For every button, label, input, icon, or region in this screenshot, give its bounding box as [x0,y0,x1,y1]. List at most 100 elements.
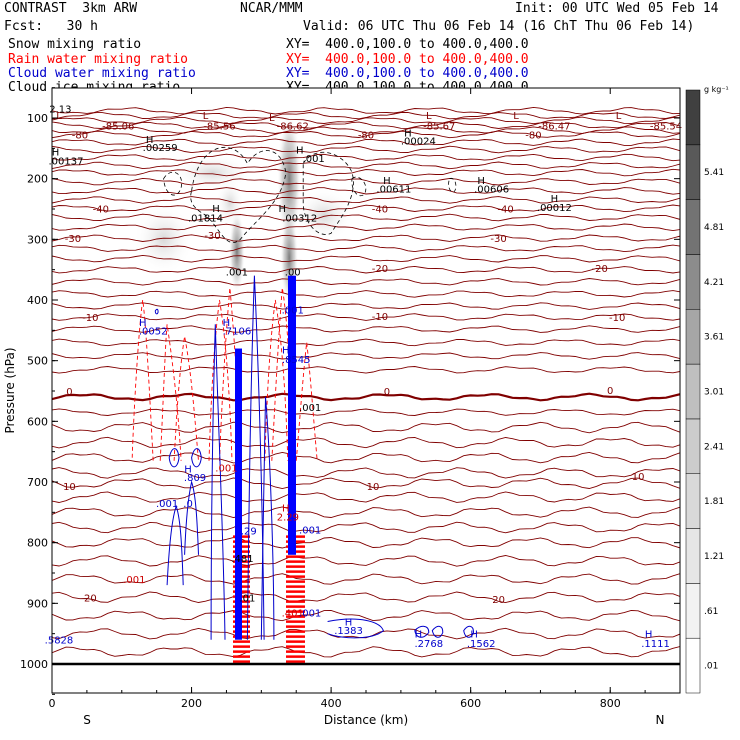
snow-shade-6 [172,154,253,191]
contour-value-label: -85.67 [423,121,455,132]
colorbar-segment [685,363,701,420]
x-axis-label: Distance (km) [324,713,408,727]
cloud-water-contour [246,275,265,640]
isotherm-line [52,290,680,298]
isotherm-label: 0 [607,386,613,397]
cloud-water-contour [260,397,275,640]
isotherm-line [52,145,680,154]
forecast-hour: Fcst: 30 h [4,19,98,34]
cloud-ice-contour [163,171,183,196]
high-marker: H [415,630,423,641]
isotherm-label: 20 [492,595,505,606]
legend-rain-label: Rain water mixing ratio [8,52,189,67]
contour-value-label: .00012 [537,203,572,214]
isotherm-line [52,153,680,162]
init-time: Init: 00 UTC Wed 05 Feb 14 [515,1,719,16]
colorbar-label: 1.81 [704,497,724,507]
isotherm-line [52,491,680,503]
isotherm-line [52,555,680,567]
contour-value-label: .001 [299,608,321,619]
temperature-contours [52,106,680,658]
isotherm-label: -30 [204,231,220,242]
contour-value-label: .00312 [282,213,317,224]
cloud-ice-contour [448,177,457,193]
model-title: CONTRAST 3km ARW [4,1,138,16]
isotherm-line [52,244,680,253]
cloud-water-core-1 [235,348,242,640]
colorbar-label: 3.01 [704,388,724,398]
isotherm-0 [52,392,680,402]
cloud-ice-contour [351,176,367,197]
cloud-water-core-2 [288,275,296,555]
isotherm-label: -40 [497,204,513,215]
isotherm-line [52,106,680,115]
contour-value-label: .001 [156,499,178,510]
isotherm-label: -80 [358,130,374,141]
low-marker: L [513,111,519,122]
contour-value-label: .8545 [282,355,311,366]
rain-contour [131,299,154,461]
high-marker: H [279,204,287,215]
isotherm-line [52,161,680,170]
isotherm-line [52,302,680,310]
contour-value-label: -86.62 [277,121,309,132]
colorbar-segment [685,418,701,474]
contour-value-label: .1562 [467,639,496,650]
contour-value-label: .7106 [223,326,252,337]
isotherm-line [52,116,680,125]
colorbar-segment [685,528,701,584]
isotherm-label: -80 [72,130,88,141]
isotherm-line [52,121,680,129]
contour-value-label: .809 [184,473,206,484]
snow-shade-2 [228,209,245,294]
contour-value-label: -85.56 [203,121,235,132]
y-axis-label: Pressure (hPa) [3,347,17,433]
isotherm-line [52,408,680,416]
snow-shading [133,111,355,307]
isotherm-line [52,537,680,549]
legend-snow-xy: XY= 400.0,100.0 to 400.0,400.0 [286,37,529,52]
isotherm-label: -30 [65,234,81,245]
y-tick-label: 100 [27,112,48,125]
isotherm-label: -80 [525,130,541,141]
rain-contour [295,342,318,461]
legend-cloudwater-label: Cloud water mixing ratio [8,66,196,81]
x-tick-label: 800 [600,697,621,710]
valid-time: Valid: 06 UTC Thu 06 Feb 14 (16 ChT Thu … [303,19,695,34]
contour-value-label: -86.47 [538,121,570,132]
cloud-water-contour [191,448,202,468]
y-tick-label: 300 [27,233,48,246]
y-tick-label: 700 [27,476,48,489]
colorbar-label: .01 [704,662,718,672]
cloud-water-contour [414,625,430,638]
y-tick-label: 1000 [20,658,48,671]
isotherm-label: 10 [63,482,76,493]
contour-value-label: .001 [282,306,304,317]
isotherm-line [52,213,680,222]
north-label: N [656,713,665,727]
isotherm-line [52,436,680,449]
isotherm-label: 10 [632,472,645,483]
cloud-water-contour [210,324,226,640]
y-tick-label: 200 [27,173,48,186]
high-marker: H [223,318,231,329]
contour-value-label: .00611 [376,184,411,195]
colorbar-label: 3.61 [704,333,724,343]
isotherm-line [52,278,680,286]
isotherm-label: -30 [490,234,506,245]
y-tick-label: 900 [27,597,48,610]
cloud-water-contour [168,448,180,468]
contour-value-label: .5828 [45,636,74,647]
isotherm-line [52,265,680,274]
isotherm-line [52,646,680,658]
isotherm-label: -20 [592,264,608,275]
isotherm-line [52,130,680,139]
isotherm-line [52,477,680,490]
snow-shade-4 [133,202,194,276]
contour-value-label: .00259 [143,143,178,154]
contour-value-label: -85.06 [102,121,134,132]
colorbar-label: 2.41 [704,442,724,452]
x-tick-label: 200 [181,697,202,710]
rain-contour [208,299,233,461]
